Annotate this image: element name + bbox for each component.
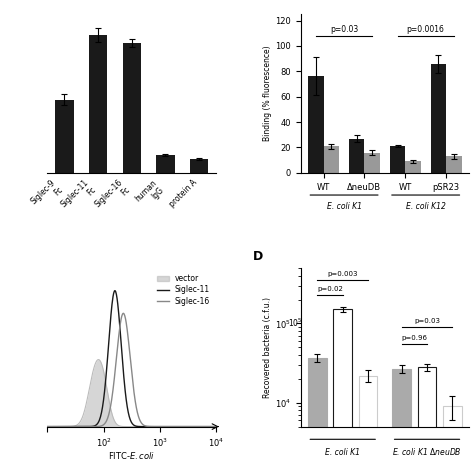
Bar <box>89 35 107 173</box>
Legend: vector, Siglec-11, Siglec-16: vector, Siglec-11, Siglec-16 <box>155 272 212 308</box>
Bar <box>308 358 327 474</box>
Bar <box>390 146 405 173</box>
Text: p=0.003: p=0.003 <box>328 272 358 277</box>
Bar <box>392 368 411 474</box>
Bar <box>365 153 380 173</box>
Bar <box>190 159 209 173</box>
Y-axis label: Binding (% fluorescence): Binding (% fluorescence) <box>263 46 272 141</box>
Text: $10^5$: $10^5$ <box>288 317 302 329</box>
Text: p=0.96: p=0.96 <box>401 335 428 341</box>
Text: E. coli K1 $\Delta$neuDB: E. coli K1 $\Delta$neuDB <box>392 446 462 457</box>
Bar <box>446 156 462 173</box>
Bar <box>55 100 73 173</box>
Text: p=0.03: p=0.03 <box>414 318 440 324</box>
Text: p=0.02: p=0.02 <box>317 286 343 292</box>
Bar <box>443 406 462 474</box>
Bar <box>418 367 436 474</box>
Bar <box>334 310 352 474</box>
Bar <box>405 162 421 173</box>
Text: E. coli K1: E. coli K1 <box>327 202 362 211</box>
Text: p=0.0016: p=0.0016 <box>407 25 445 34</box>
X-axis label: FITC-$E. coli$: FITC-$E. coli$ <box>108 450 155 461</box>
Bar <box>359 375 377 474</box>
Bar <box>349 138 365 173</box>
Bar <box>122 43 141 173</box>
Bar <box>324 146 339 173</box>
Bar <box>430 64 446 173</box>
Text: E. coli K1: E. coli K1 <box>325 448 360 457</box>
Text: E. coli K12: E. coli K12 <box>406 202 446 211</box>
Bar <box>156 155 175 173</box>
Y-axis label: Recovered bacteria (c.f.u.): Recovered bacteria (c.f.u.) <box>263 297 272 398</box>
Bar <box>308 76 324 173</box>
Text: D: D <box>253 250 264 263</box>
Text: p=0.03: p=0.03 <box>330 25 358 34</box>
